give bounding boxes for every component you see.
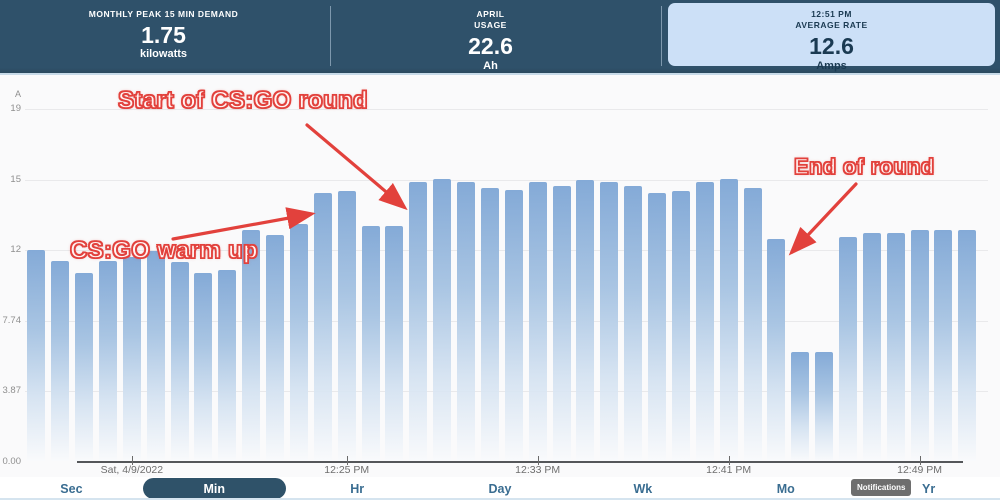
panel-title: MONTHLY PEAK 15 MIN DEMAND — [88, 9, 239, 19]
usage-bar[interactable] — [934, 229, 953, 461]
usage-bar[interactable] — [552, 185, 571, 461]
panel-unit: Amps — [816, 59, 847, 72]
usage-bar[interactable] — [624, 185, 643, 461]
usage-bar[interactable] — [648, 193, 667, 461]
annotation-text: End of round — [793, 153, 935, 180]
tab-sec[interactable]: Sec — [60, 481, 83, 496]
usage-bar[interactable] — [122, 256, 141, 461]
panel-title: 12:51 PM AVERAGE RATE — [795, 9, 868, 31]
usage-bar[interactable] — [791, 351, 810, 461]
panel-value: 22.6 — [468, 33, 513, 60]
annotation-text: Start of CS:GO round — [117, 86, 368, 115]
usage-bar[interactable] — [910, 229, 929, 461]
x-axis-line — [77, 461, 963, 463]
panel-divider — [661, 6, 662, 66]
usage-bar[interactable] — [337, 191, 356, 461]
panel-unit: kilowatts — [139, 48, 188, 61]
usage-bar[interactable] — [385, 225, 404, 461]
annotation-text: CS:GO warm up — [69, 236, 258, 265]
usage-bar[interactable] — [289, 224, 308, 461]
bottom-edge-line — [0, 498, 1000, 500]
panel-value: 1.75 — [141, 22, 186, 49]
x-tick-label: Sat, 4/9/2022 — [100, 464, 164, 476]
y-tick-label: 7.74 — [2, 314, 22, 326]
usage-bar[interactable] — [815, 351, 834, 461]
usage-bar[interactable] — [743, 187, 762, 461]
usage-bar[interactable] — [409, 182, 428, 461]
x-tick-label: 12:49 PM — [897, 464, 943, 476]
usage-bar[interactable] — [51, 260, 70, 461]
y-tick-label: 12 — [10, 244, 21, 256]
usage-bar[interactable] — [504, 189, 523, 461]
x-tick-label: 12:25 PM — [324, 464, 370, 476]
usage-bar[interactable] — [457, 182, 476, 461]
usage-bar[interactable] — [695, 182, 714, 461]
usage-bar[interactable] — [862, 233, 881, 461]
tab-mo[interactable]: Mo — [776, 481, 795, 496]
panel-title: APRIL USAGE — [474, 9, 507, 31]
tab-min[interactable]: Min — [142, 478, 286, 499]
usage-bar[interactable] — [361, 225, 380, 461]
gridline — [25, 109, 988, 111]
usage-bar[interactable] — [75, 273, 94, 461]
usage-bar[interactable] — [27, 249, 46, 461]
panel-unit: Ah — [483, 59, 498, 72]
usage-bar[interactable] — [600, 182, 619, 461]
usage-bar[interactable] — [671, 191, 690, 461]
usage-bar[interactable] — [218, 269, 237, 461]
usage-bar[interactable] — [886, 233, 905, 461]
usage-bar[interactable] — [528, 182, 547, 461]
usage-bar[interactable] — [313, 193, 332, 461]
panel-value: 12.6 — [809, 33, 854, 60]
x-tick-mark — [919, 456, 921, 465]
panel-divider — [330, 6, 331, 66]
panel-monthly-usage[interactable]: APRIL USAGE 22.6 Ah — [327, 0, 654, 73]
y-tick-label: 0.00 — [2, 456, 22, 467]
x-tick-mark — [346, 456, 348, 465]
x-tick-label: 12:41 PM — [706, 464, 752, 476]
gridline — [25, 179, 988, 181]
usage-bar[interactable] — [242, 229, 261, 461]
y-tick-label: 19 — [10, 103, 21, 115]
panel-monthly-peak-demand[interactable]: MONTHLY PEAK 15 MIN DEMAND 1.75 kilowatt… — [0, 0, 327, 73]
x-tick-mark — [728, 456, 730, 465]
x-tick-mark — [537, 456, 539, 465]
y-tick-label: 15 — [10, 173, 21, 185]
usage-bar[interactable] — [266, 235, 285, 461]
tab-hr[interactable]: Hr — [350, 481, 365, 496]
panel-average-rate-selected[interactable]: 12:51 PM AVERAGE RATE 12.6 Amps — [668, 3, 995, 72]
notifications-tooltip: Notifications — [851, 479, 912, 496]
usage-bar[interactable] — [99, 260, 117, 461]
summary-header: MONTHLY PEAK 15 MIN DEMAND 1.75 kilowatt… — [0, 0, 1000, 73]
usage-bar[interactable] — [146, 251, 165, 461]
usage-bar[interactable] — [480, 187, 499, 461]
usage-bar[interactable] — [958, 229, 977, 461]
y-axis-unit-label: A — [15, 89, 22, 99]
tab-yr[interactable]: Yr — [921, 481, 936, 496]
usage-bar[interactable] — [194, 273, 213, 461]
usage-bar[interactable] — [576, 180, 595, 461]
tab-wk[interactable]: Wk — [633, 481, 653, 496]
usage-bar[interactable] — [767, 238, 786, 461]
y-tick-label: 3.87 — [2, 385, 22, 397]
usage-bar[interactable] — [838, 236, 857, 461]
usage-bar[interactable] — [719, 178, 738, 461]
tab-day[interactable]: Day — [488, 481, 512, 496]
usage-bar[interactable] — [170, 262, 189, 461]
x-tick-mark — [131, 456, 133, 465]
x-tick-label: 12:33 PM — [515, 464, 561, 476]
usage-bar[interactable] — [433, 178, 452, 461]
timescale-nav: Sec Min Hr Day Wk Mo Yr — [0, 477, 1000, 500]
